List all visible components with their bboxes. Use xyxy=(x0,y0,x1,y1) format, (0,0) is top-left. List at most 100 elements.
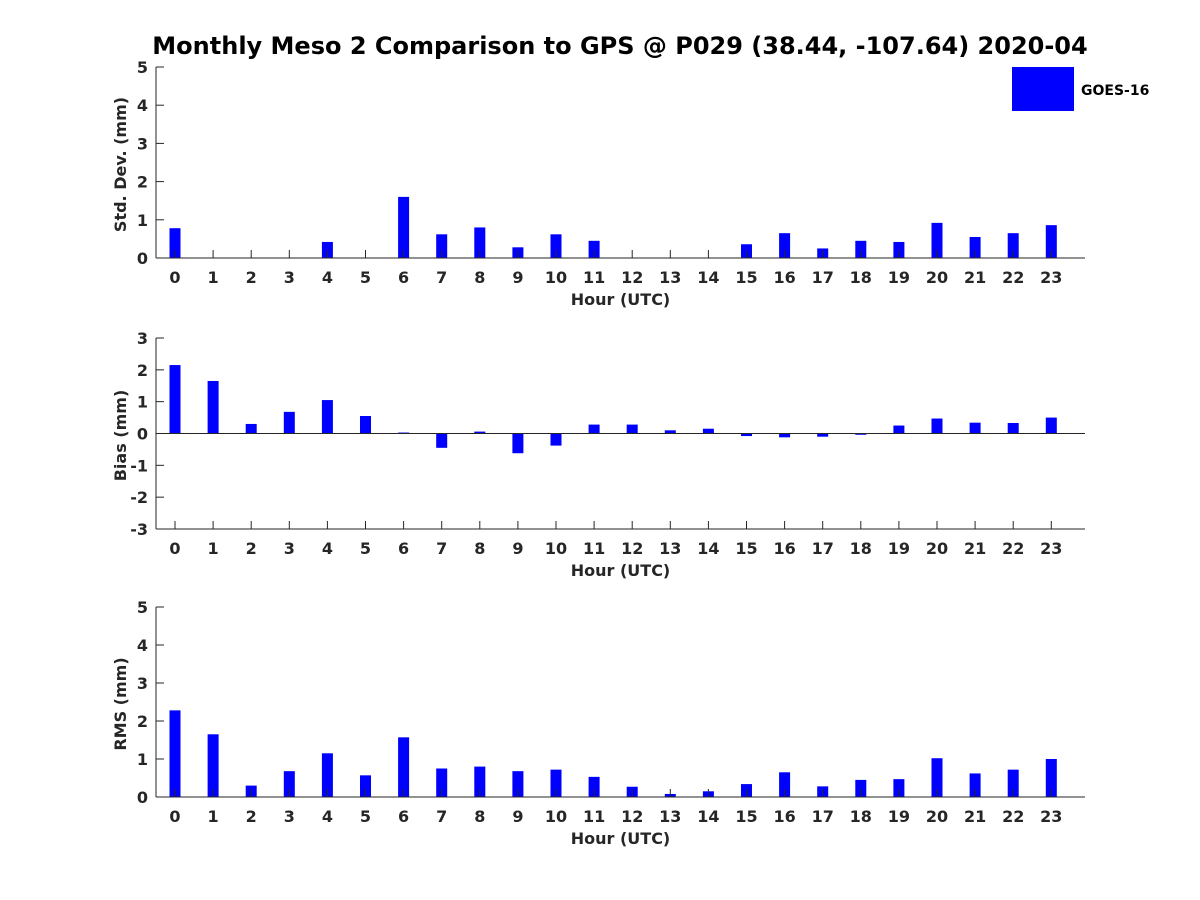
y-tick-label: 2 xyxy=(137,361,148,380)
x-tick-label: 18 xyxy=(850,268,872,287)
bar-hour-20 xyxy=(931,222,943,258)
x-tick-label: 21 xyxy=(964,268,986,287)
bar-hour-0 xyxy=(169,710,181,797)
x-tick-label: 21 xyxy=(964,539,986,558)
x-tick-label: 11 xyxy=(583,539,605,558)
x-tick-label: 14 xyxy=(697,807,719,826)
x-tick-label: 0 xyxy=(169,807,180,826)
x-tick-label: 20 xyxy=(926,807,948,826)
bar-hour-12 xyxy=(626,424,638,434)
bar-hour-16 xyxy=(779,772,791,797)
x-tick-label: 20 xyxy=(926,268,948,287)
bar-hour-8 xyxy=(474,227,486,258)
x-tick-label: 11 xyxy=(583,807,605,826)
bar-hour-13 xyxy=(664,430,676,434)
bar-hour-21 xyxy=(969,773,981,797)
x-tick-label: 8 xyxy=(474,539,485,558)
x-tick-label: 14 xyxy=(697,539,719,558)
x-tick-label: 9 xyxy=(512,807,523,826)
bar-hour-16 xyxy=(779,433,791,438)
x-tick-label: 5 xyxy=(360,268,371,287)
y-tick-label: 2 xyxy=(137,173,148,192)
bar-hour-11 xyxy=(588,240,600,258)
x-tick-label: 17 xyxy=(812,268,834,287)
bar-hour-22 xyxy=(1007,769,1019,797)
bar-hour-9 xyxy=(512,433,524,454)
x-tick-label: 7 xyxy=(436,807,447,826)
x-tick-label: 12 xyxy=(621,807,643,826)
x-tick-label: 0 xyxy=(169,539,180,558)
bar-hour-18 xyxy=(855,779,867,797)
x-tick-label: 11 xyxy=(583,268,605,287)
bar-hour-6 xyxy=(398,196,410,258)
y-tick-label: -3 xyxy=(130,520,148,539)
x-tick-label: 22 xyxy=(1002,268,1024,287)
x-tick-label: 20 xyxy=(926,539,948,558)
bar-hour-5 xyxy=(360,415,371,434)
x-tick-label: 21 xyxy=(964,807,986,826)
bar-hour-20 xyxy=(931,758,943,797)
bar-hour-22 xyxy=(1007,233,1019,258)
x-tick-label: 23 xyxy=(1040,539,1062,558)
x-tick-label: 1 xyxy=(208,539,219,558)
y-tick-label: 3 xyxy=(137,134,148,153)
x-tick-label: 5 xyxy=(360,539,371,558)
bar-hour-9 xyxy=(512,771,524,797)
x-tick-label: 3 xyxy=(284,268,295,287)
legend-label-goes-16: GOES-16 xyxy=(1081,83,1149,99)
bar-hour-3 xyxy=(283,771,295,797)
x-tick-label: 3 xyxy=(284,539,295,558)
bar-hour-1 xyxy=(207,734,219,797)
x-tick-label: 6 xyxy=(398,807,409,826)
bar-hour-7 xyxy=(436,768,448,797)
x-tick-label: 18 xyxy=(850,807,872,826)
x-tick-label: 5 xyxy=(360,807,371,826)
x-tick-label: 4 xyxy=(322,539,333,558)
bar-hour-21 xyxy=(969,422,981,434)
x-tick-label: 4 xyxy=(322,807,333,826)
bar-hour-8 xyxy=(474,766,486,797)
y-axis-label: RMS (mm) xyxy=(111,657,130,750)
x-tick-label: 17 xyxy=(812,539,834,558)
bar-hour-4 xyxy=(321,400,333,434)
bar-hour-4 xyxy=(321,241,333,258)
x-tick-label: 15 xyxy=(735,268,757,287)
figure-title: Monthly Meso 2 Comparison to GPS @ P029 … xyxy=(152,32,1087,60)
y-tick-label: 1 xyxy=(137,750,148,769)
y-tick-label: 1 xyxy=(137,211,148,230)
bar-hour-23 xyxy=(1045,759,1057,797)
x-tick-label: 22 xyxy=(1002,539,1024,558)
bar-hour-23 xyxy=(1045,225,1057,258)
x-tick-label: 10 xyxy=(545,539,567,558)
x-tick-label: 23 xyxy=(1040,807,1062,826)
bar-hour-0 xyxy=(169,365,181,434)
bar-hour-8 xyxy=(474,431,486,434)
y-tick-label: 4 xyxy=(137,636,148,655)
y-tick-label: 5 xyxy=(137,58,148,77)
bar-hour-11 xyxy=(588,776,600,797)
x-tick-label: 16 xyxy=(773,539,795,558)
x-tick-label: 6 xyxy=(398,539,409,558)
x-axis-label: Hour (UTC) xyxy=(571,829,671,848)
x-tick-label: 10 xyxy=(545,268,567,287)
x-tick-label: 9 xyxy=(512,268,523,287)
x-tick-label: 19 xyxy=(888,539,910,558)
x-tick-label: 1 xyxy=(208,268,219,287)
y-tick-label: -1 xyxy=(130,456,148,475)
y-tick-label: 5 xyxy=(137,598,148,617)
y-tick-label: 0 xyxy=(137,788,148,807)
legend-swatch-goes-16 xyxy=(1012,67,1074,111)
x-tick-label: 2 xyxy=(246,268,257,287)
x-tick-label: 15 xyxy=(735,539,757,558)
bar-hour-3 xyxy=(283,411,295,434)
bar-hour-21 xyxy=(969,236,981,258)
bar-hour-11 xyxy=(588,424,600,434)
y-tick-label: -2 xyxy=(130,488,148,507)
legend: GOES-16 xyxy=(1012,67,1149,111)
bar-hour-6 xyxy=(398,737,410,797)
bar-hour-19 xyxy=(893,779,905,797)
bar-hour-7 xyxy=(436,433,448,448)
